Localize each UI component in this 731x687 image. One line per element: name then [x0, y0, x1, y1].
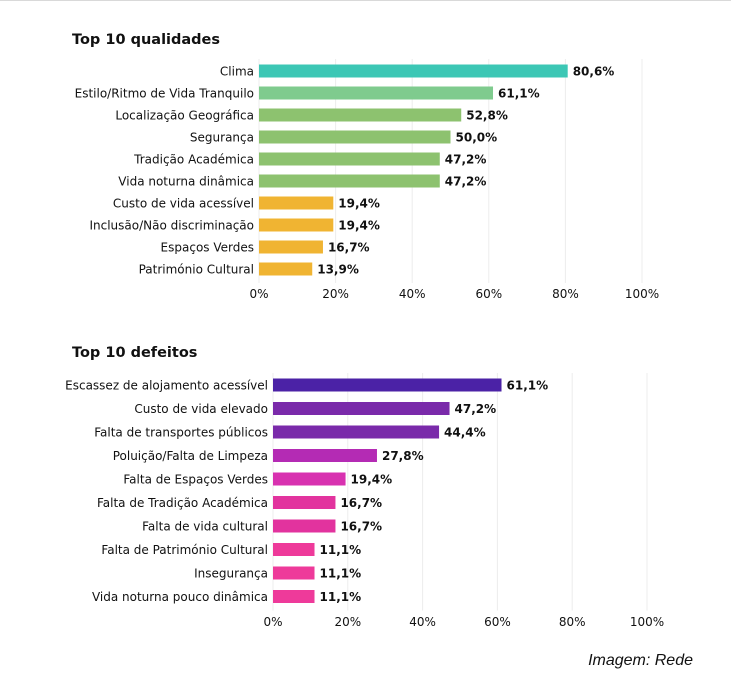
category-label: Clima	[220, 65, 254, 79]
category-label: Falta de Tradição Académica	[97, 496, 268, 510]
category-label: Segurança	[190, 131, 254, 145]
value-label: 16,7%	[340, 520, 382, 534]
value-label: 47,2%	[445, 175, 487, 189]
bar	[259, 174, 440, 188]
image-credit: Imagem: Rede	[588, 652, 693, 669]
value-label: 11,1%	[320, 567, 362, 581]
x-tick-label: 20%	[334, 615, 361, 629]
category-label: Património Cultural	[139, 263, 254, 277]
category-label: Localização Geográfica	[115, 109, 254, 123]
chart-title: Top 10 defeitos	[72, 345, 197, 361]
bar	[259, 130, 451, 144]
bar	[259, 152, 440, 166]
bar	[273, 496, 336, 509]
bar	[273, 449, 377, 462]
bar	[273, 378, 502, 392]
category-label: Custo de vida elevado	[134, 402, 268, 416]
x-tick-label: 0%	[249, 287, 268, 301]
x-tick-label: 0%	[263, 615, 282, 629]
x-tick-label: 100%	[630, 615, 664, 629]
value-label: 19,4%	[338, 219, 380, 233]
x-tick-label: 40%	[409, 615, 436, 629]
bar	[273, 566, 315, 580]
value-label: 80,6%	[573, 65, 615, 79]
value-label: 44,4%	[444, 426, 486, 440]
category-label: Tradição Académica	[133, 153, 254, 167]
category-label: Escassez de alojamento acessível	[65, 379, 268, 393]
chart-top-qualidades: Top 10 qualidades 0% 20% 40% 60% 80% 100% Clima…	[72, 32, 659, 301]
bar	[273, 590, 315, 603]
bar	[259, 108, 462, 122]
x-tick-label: 40%	[399, 287, 426, 301]
x-tick-label: 20%	[322, 287, 349, 301]
bar	[273, 425, 440, 439]
top-divider	[0, 0, 731, 1]
x-tick-label: 100%	[625, 287, 659, 301]
value-label: 52,8%	[466, 109, 508, 123]
category-label: Poluição/Falta de Limpeza	[113, 449, 268, 463]
bar	[259, 262, 313, 276]
value-label: 27,8%	[382, 449, 424, 463]
category-label: Falta de Património Cultural	[101, 543, 268, 557]
x-tick-label: 60%	[484, 615, 511, 629]
value-label: 11,1%	[320, 590, 362, 604]
bar	[259, 240, 323, 254]
category-label: Custo de vida acessível	[113, 197, 254, 211]
value-label: 61,1%	[507, 379, 549, 393]
category-label: Falta de transportes públicos	[94, 426, 268, 440]
x-tick-label: 80%	[552, 287, 579, 301]
category-label: Espaços Verdes	[161, 241, 254, 255]
value-label: 11,1%	[320, 543, 362, 557]
category-label: Insegurança	[194, 567, 268, 581]
value-label: 16,7%	[328, 241, 370, 255]
x-tick-label: 80%	[559, 615, 586, 629]
bar	[273, 519, 336, 533]
bar	[259, 218, 334, 232]
x-tick-label: 60%	[475, 287, 502, 301]
category-label: Falta de Espaços Verdes	[123, 473, 268, 487]
value-label: 16,7%	[340, 496, 382, 510]
category-label: Falta de vida cultural	[142, 520, 268, 534]
chart-top-defeitos: Top 10 defeitos 0% 20% 40% 60% 80% 100% Escasse…	[65, 345, 664, 629]
value-label: 47,2%	[455, 402, 497, 416]
category-label: Vida noturna pouco dinâmica	[92, 590, 268, 604]
category-label: Vida noturna dinâmica	[118, 175, 254, 189]
value-label: 61,1%	[498, 87, 540, 101]
value-label: 19,4%	[338, 197, 380, 211]
bar	[259, 64, 568, 78]
bar	[259, 86, 494, 100]
value-label: 50,0%	[456, 131, 498, 145]
bar	[273, 402, 450, 415]
value-label: 13,9%	[317, 263, 359, 277]
value-label: 47,2%	[445, 153, 487, 167]
chart-title: Top 10 qualidades	[72, 32, 220, 48]
value-label: 19,4%	[351, 473, 393, 487]
category-label: Estilo/Ritmo de Vida Tranquilo	[75, 87, 254, 101]
bar	[273, 543, 315, 556]
bar	[259, 196, 334, 210]
bar	[273, 472, 346, 486]
category-label: Inclusão/Não discriminação	[89, 219, 254, 233]
